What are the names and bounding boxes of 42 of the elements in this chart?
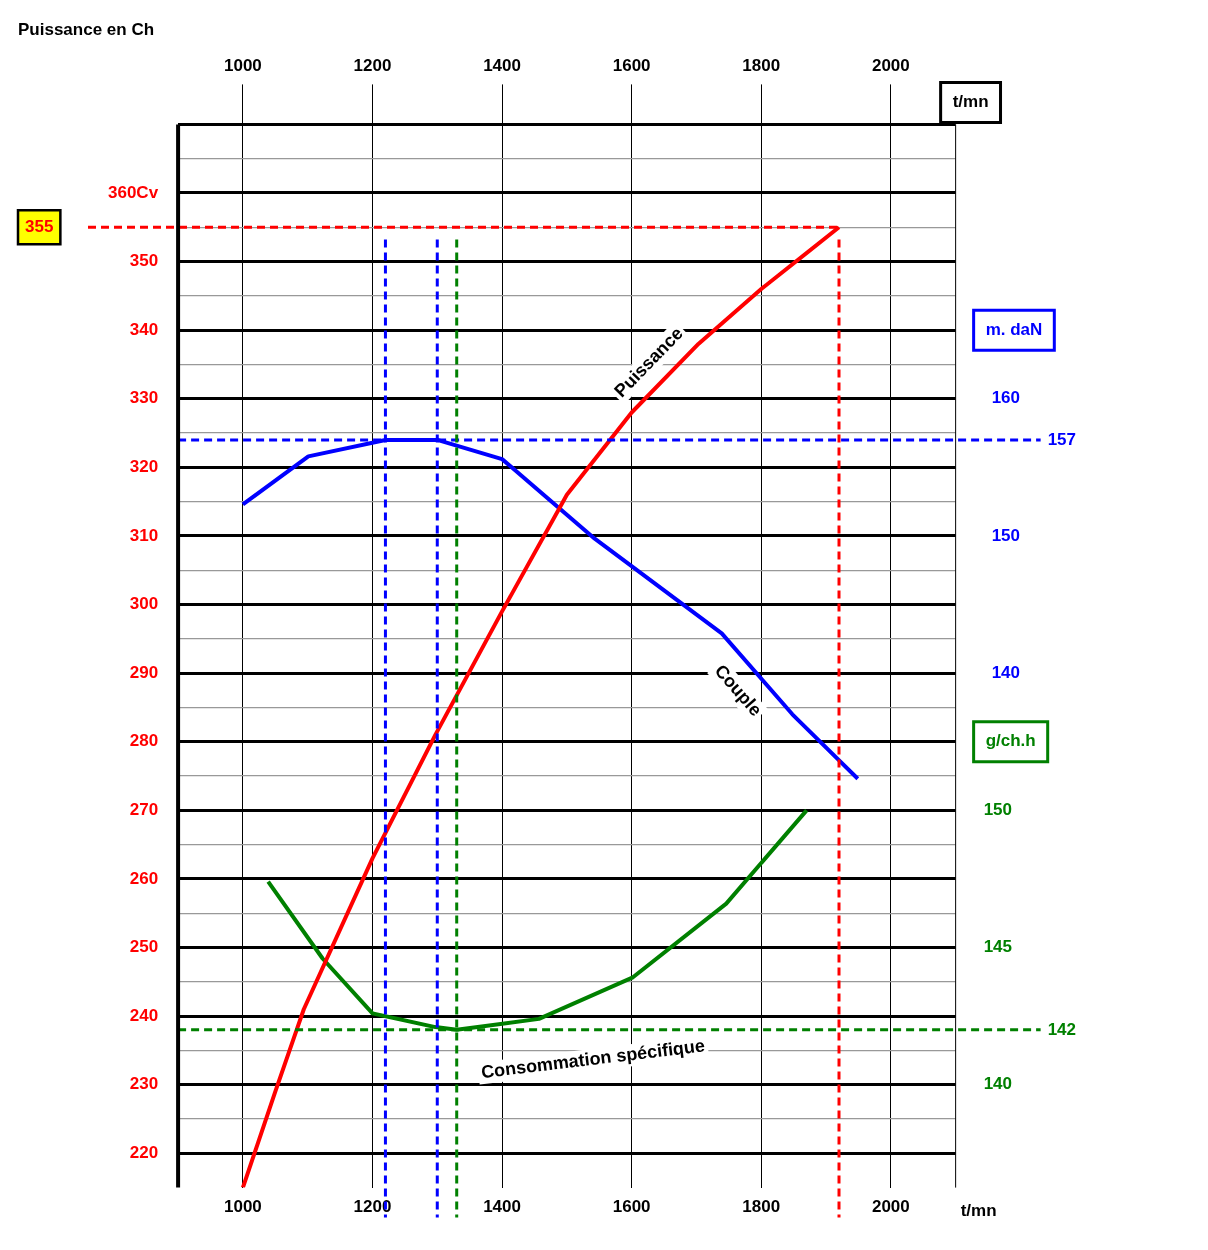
y2-axis-title: m. daN [985, 319, 1043, 339]
x2-axis-title: t/mn [952, 92, 989, 112]
x2-tick-label: 1200 [353, 55, 392, 75]
y-tick-label: 230 [129, 1074, 159, 1094]
y-axis-title: Puissance en Ch [18, 19, 155, 39]
x2-tick-label: 1800 [742, 55, 781, 75]
y-tick-label: 250 [129, 937, 159, 957]
y3-tick-label: 145 [983, 937, 1013, 957]
x-tick-label: 1200 [353, 1197, 392, 1217]
ref-line-label: 142 [1047, 1019, 1077, 1039]
y-tick-label: 260 [129, 868, 159, 888]
y-tick-label: 300 [129, 594, 159, 614]
text: Consommation spécifique [480, 1035, 706, 1083]
x2-tick-label: 1600 [612, 55, 651, 75]
y-tick-label: 270 [129, 800, 159, 820]
x2-tick-label: 1000 [223, 55, 262, 75]
x2-tick-label: 2000 [871, 55, 910, 75]
x2-tick-label: 1400 [483, 55, 521, 75]
y2-tick-label: 150 [991, 525, 1021, 545]
y-tick-label: 340 [129, 319, 159, 339]
ref-line-label: 355 [25, 216, 54, 236]
ref-line-label: 157 [1047, 429, 1077, 449]
y3-tick-label: 150 [983, 800, 1013, 820]
y-tick-label: 290 [129, 662, 159, 682]
y2-tick-label: 160 [991, 388, 1021, 408]
y-tick-label: 220 [129, 1142, 159, 1162]
y-tick-label: 360Cv [107, 182, 159, 202]
y-tick-label: 320 [129, 457, 159, 477]
x-tick-label: 2000 [871, 1197, 910, 1217]
x-axis-title: t/mn [960, 1201, 997, 1221]
y2-tick-label: 140 [991, 662, 1021, 682]
y-tick-label: 350 [129, 251, 159, 271]
y-tick-label: 240 [129, 1005, 159, 1025]
x-tick-label: 1000 [223, 1197, 262, 1217]
x-tick-label: 1400 [483, 1197, 521, 1217]
y3-tick-label: 140 [983, 1074, 1013, 1094]
x-tick-label: 1600 [612, 1197, 651, 1217]
y-tick-label: 310 [129, 525, 159, 545]
y-tick-label: 330 [129, 388, 159, 408]
y-tick-label: 280 [129, 731, 159, 751]
x-tick-label: 1800 [742, 1197, 781, 1217]
y3-axis-title: g/ch.h [985, 731, 1036, 751]
